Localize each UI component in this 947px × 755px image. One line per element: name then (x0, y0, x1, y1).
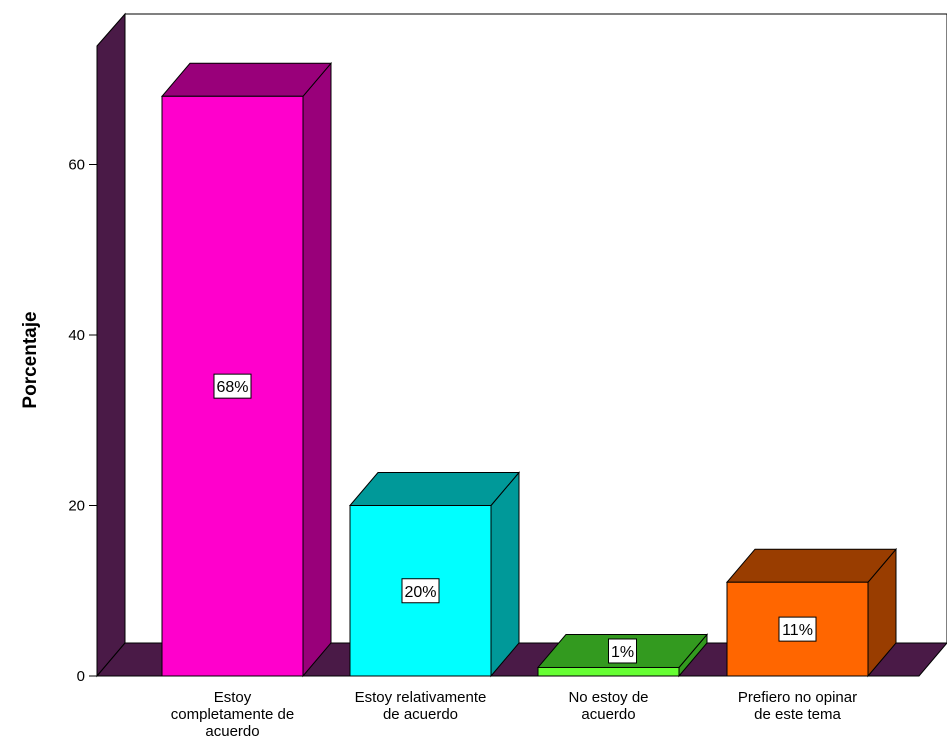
data-label-box-1 (213, 373, 252, 399)
y-axis: 0 20 40 60 (68, 46, 98, 685)
bar-top-2 (348, 472, 521, 506)
category-label-line: Estoy relativamente (355, 689, 487, 706)
data-label-text-1: 68% (216, 379, 248, 396)
left-wall (96, 12, 126, 678)
category-label-line: No estoy de (568, 689, 648, 706)
bar-3: 1% (536, 633, 709, 678)
y-axis-title: Porcentaje (20, 311, 41, 408)
category-label-line: Prefiero no opinar (738, 689, 857, 706)
bar-side-1 (302, 61, 332, 678)
bar-top-4 (725, 548, 898, 583)
category-label-line: completamente de (171, 706, 294, 723)
data-label-text-3: 1% (611, 644, 634, 661)
data-label-text-2: 20% (404, 584, 436, 601)
data-label-box-3 (608, 638, 637, 664)
data-label-2: 20% (401, 578, 440, 604)
y-tick-label-20: 20 (68, 498, 85, 515)
bar-2: 20% (348, 471, 521, 678)
category-label-line: Estoy (214, 689, 252, 706)
bar-4: 11% (725, 547, 898, 678)
category-label-line: de este tema (754, 706, 841, 723)
data-label-3: 1% (608, 638, 637, 664)
data-label-1: 68% (213, 373, 252, 399)
data-label-box-2 (401, 578, 440, 604)
data-label-text-4: 11% (782, 622, 813, 639)
data-label-4: 11% (778, 616, 817, 642)
bar-1: 68% (160, 61, 333, 678)
data-label-box-4 (778, 616, 817, 642)
bars-group: 68% 20% 1% 11% (160, 61, 898, 678)
bar-top-1 (160, 62, 333, 97)
y-tick-label-0: 0 (77, 668, 85, 685)
y-tick-label-60: 60 (68, 157, 85, 174)
category-label-line: de acuerdo (383, 706, 458, 723)
category-label-line: acuerdo (205, 723, 259, 740)
bar-front-3 (537, 666, 680, 677)
category-label-line: acuerdo (581, 706, 635, 723)
bar-side-2 (490, 471, 520, 678)
y-tick-label-40: 40 (68, 327, 85, 344)
